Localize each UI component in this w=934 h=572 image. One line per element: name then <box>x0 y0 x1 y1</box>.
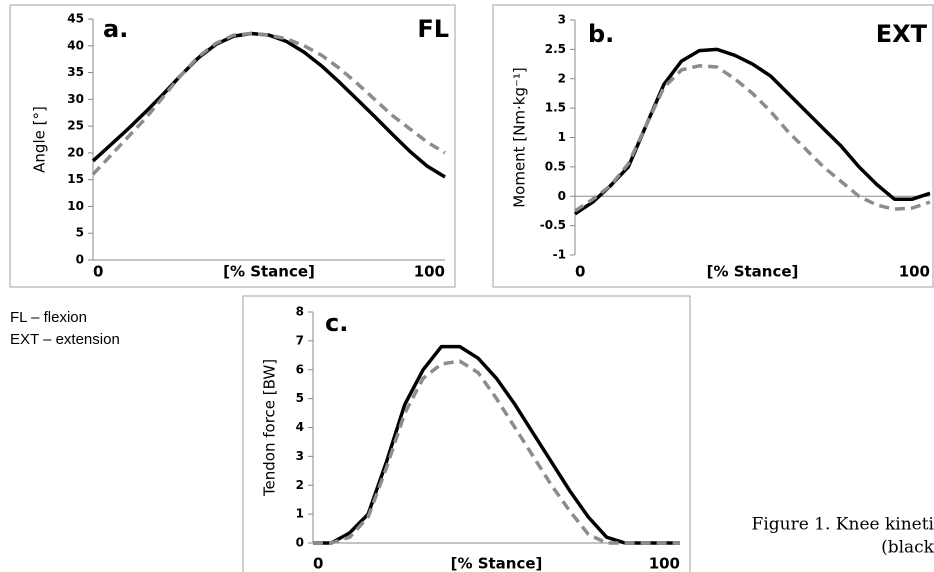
x-axis-label: [% Stance] <box>707 263 799 281</box>
y-tick-label: 1 <box>296 507 304 521</box>
x-tick-label: 100 <box>899 263 930 281</box>
y-tick-label: 35 <box>67 65 84 79</box>
y-tick-label: 0 <box>296 536 304 550</box>
y-tick-label: 7 <box>296 333 304 347</box>
y-tick-label: 10 <box>67 199 84 213</box>
y-tick-label: 5 <box>296 391 304 405</box>
y-tick-label: 4 <box>296 420 304 434</box>
y-tick-label: -1 <box>553 248 566 262</box>
caption: (black <box>881 538 934 558</box>
panel-annotation: EXT <box>876 20 928 48</box>
panel-frame <box>9 4 456 288</box>
x-tick-label: 0 <box>575 263 585 281</box>
y-tick-label: 30 <box>67 92 84 106</box>
y-tick-label: -0.5 <box>540 218 566 232</box>
caption: Figure 1. Knee kineti <box>752 515 934 535</box>
y-tick-label: 20 <box>67 145 84 159</box>
y-tick-label: 25 <box>67 119 84 133</box>
y-axis-label: Moment [Nm·kg⁻¹] <box>511 67 529 208</box>
panel-title: b. <box>588 20 614 48</box>
y-tick-label: 8 <box>296 305 304 319</box>
y-tick-label: 2 <box>296 478 304 492</box>
y-tick-label: 2.5 <box>545 42 566 56</box>
y-tick-label: 40 <box>67 38 84 52</box>
x-axis-label: [% Stance] <box>451 555 543 572</box>
x-axis-label: [% Stance] <box>223 263 315 281</box>
y-tick-label: 0 <box>76 253 84 267</box>
y-axis-label: Angle [°] <box>31 106 49 173</box>
panel-frame <box>242 295 691 572</box>
y-tick-label: 5 <box>76 226 84 240</box>
y-tick-label: 3 <box>296 449 304 463</box>
panel-frame <box>492 4 934 288</box>
note: EXT – extension <box>10 331 120 348</box>
dashed-line <box>313 359 680 545</box>
solid-line <box>91 31 446 179</box>
solid-line <box>574 47 931 216</box>
y-tick-label: 45 <box>67 12 84 26</box>
x-tick-label: 0 <box>93 263 103 281</box>
x-tick-label: 100 <box>649 555 680 572</box>
x-tick-label: 0 <box>313 555 323 572</box>
y-tick-label: 15 <box>67 172 84 186</box>
y-tick-label: 1 <box>558 130 566 144</box>
y-tick-label: 0 <box>558 189 566 203</box>
dashed-line <box>91 31 446 176</box>
y-axis-label: Tendon force [BW] <box>261 359 279 497</box>
note: FL – flexion <box>10 309 87 326</box>
y-tick-label: 6 <box>296 362 304 376</box>
y-tick-label: 0.5 <box>545 159 566 173</box>
y-tick-label: 1.5 <box>545 101 566 115</box>
panel-title: c. <box>325 309 348 337</box>
panel-title: a. <box>103 15 128 43</box>
y-tick-label: 2 <box>558 71 566 85</box>
y-tick-label: 3 <box>558 13 566 27</box>
panel-annotation: FL <box>417 15 449 43</box>
x-tick-label: 100 <box>414 263 445 281</box>
dashed-line <box>574 64 931 213</box>
